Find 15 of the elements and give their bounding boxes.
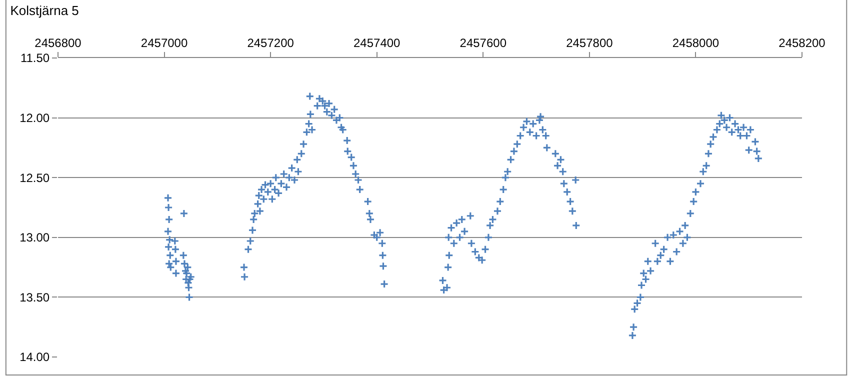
y-tick-label: 13.50	[20, 290, 50, 304]
x-tick-label: 2457800	[566, 36, 614, 50]
y-tick-label: 11.50	[20, 51, 50, 66]
y-tick-label: 12.00	[20, 111, 50, 125]
y-tick-label: 14.00	[20, 350, 50, 364]
chart-title: Kolstjärna 5	[10, 2, 79, 18]
x-tick-label: 2457000	[140, 36, 188, 50]
x-tick-label: 2458000	[672, 36, 720, 50]
x-tick-label: 2457200	[247, 36, 294, 50]
y-tick-label: 12.50	[20, 170, 50, 185]
x-tick-label: 2457400	[354, 36, 401, 50]
x-tick-label: 2457600	[460, 36, 507, 50]
y-tick-label: 13.00	[20, 230, 50, 245]
x-tick-label: 2458200	[778, 36, 826, 50]
x-tick-label: 2456800	[34, 36, 82, 50]
